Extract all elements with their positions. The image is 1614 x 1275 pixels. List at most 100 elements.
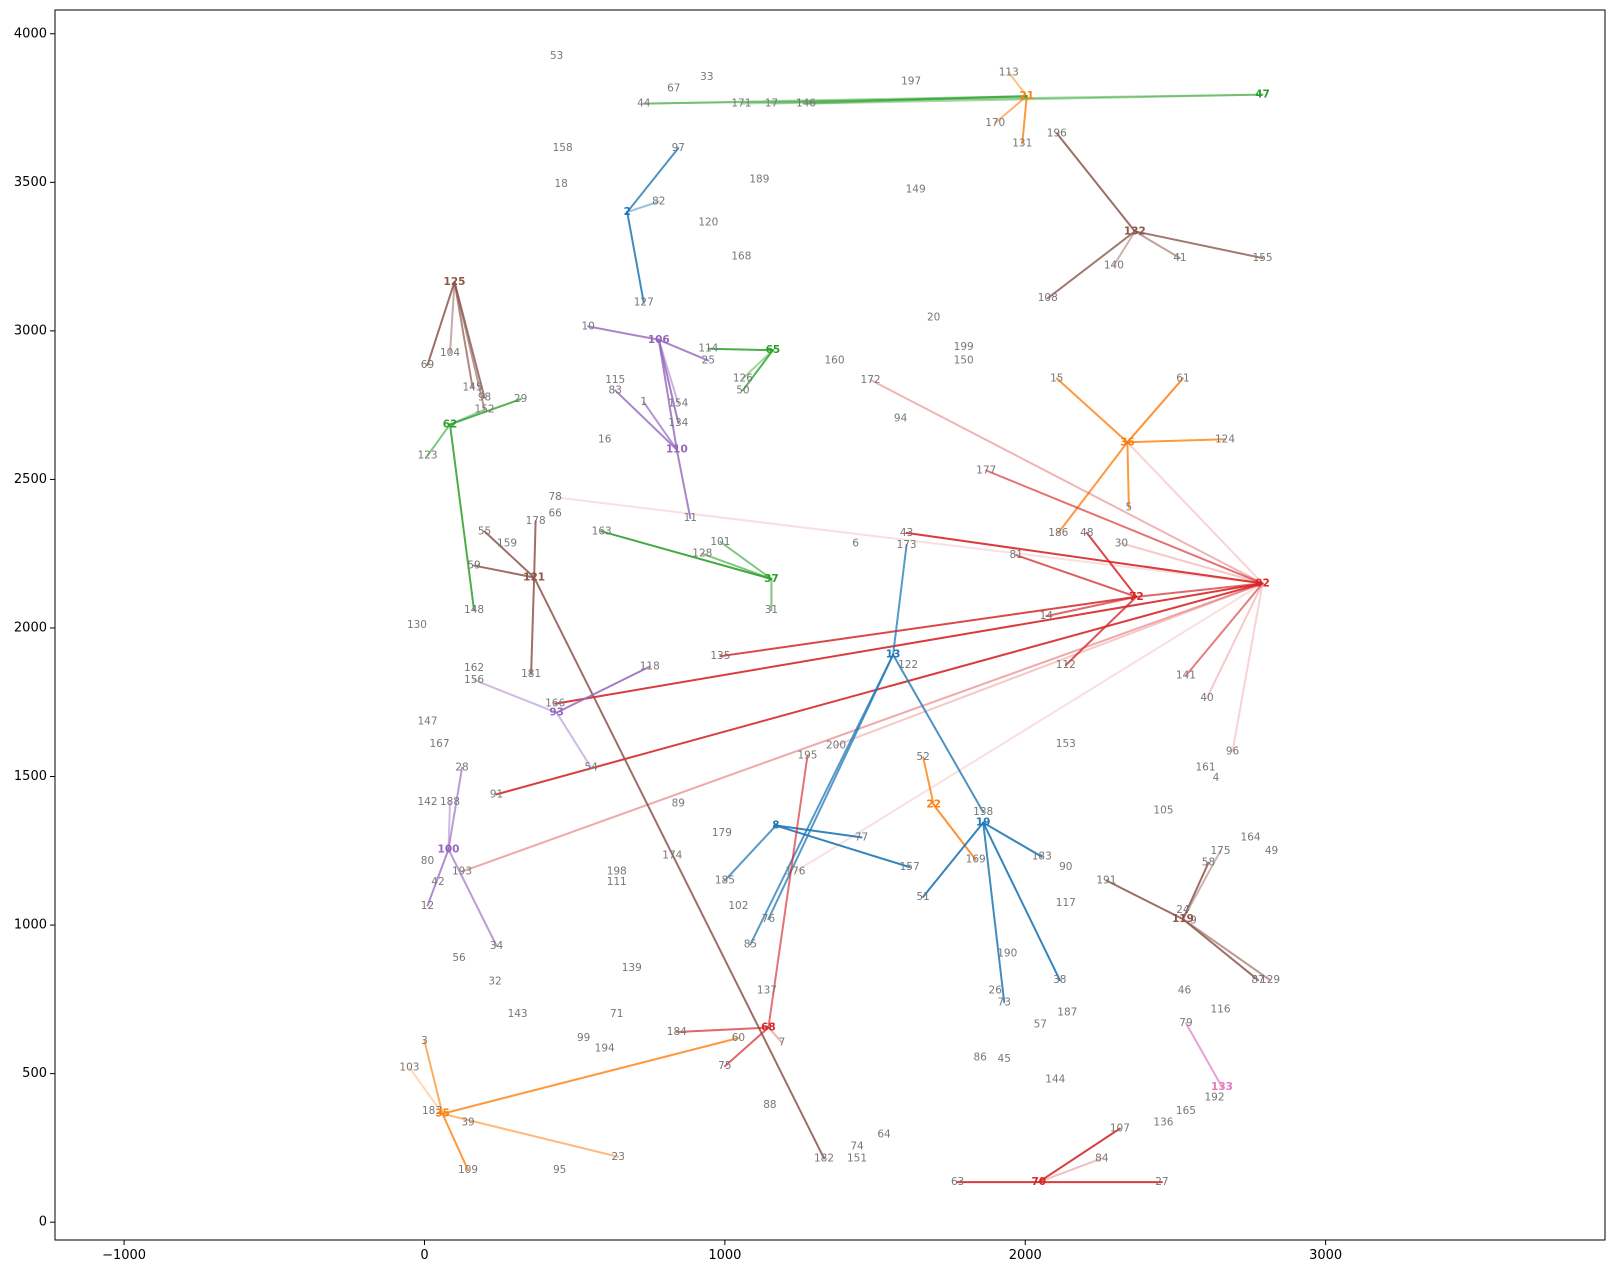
node-label-184: 184 <box>667 1026 687 1038</box>
edge-110-83 <box>614 389 678 451</box>
node-label-165: 165 <box>1176 1105 1196 1117</box>
node-label-109: 109 <box>458 1164 478 1176</box>
node-label-190: 190 <box>997 947 1017 959</box>
hub-label-13: 13 <box>886 649 901 661</box>
edge-132-196 <box>1055 132 1136 233</box>
node-label-14: 14 <box>1040 610 1054 622</box>
y-tick-label: 1500 <box>14 769 47 784</box>
node-label-48: 48 <box>1080 527 1093 539</box>
edge-35-23 <box>441 1112 620 1158</box>
node-label-24: 24 <box>1176 904 1190 916</box>
node-label-54: 54 <box>585 762 599 774</box>
node-label-183b: 183 <box>422 1105 442 1117</box>
node-label-45: 45 <box>998 1053 1011 1065</box>
edge-47-44 <box>642 93 1264 105</box>
node-label-112: 112 <box>1056 659 1076 671</box>
node-label-86: 86 <box>974 1051 988 1063</box>
edge-92-36 <box>1126 441 1264 585</box>
hub-label-121: 121 <box>523 571 545 583</box>
node-label-61: 61 <box>1176 372 1189 384</box>
y-tick-label: 500 <box>22 1066 47 1081</box>
node-label-20: 20 <box>927 312 940 324</box>
hub-label-8: 8 <box>772 820 779 832</box>
node-label-60: 60 <box>732 1032 745 1044</box>
edge-19-73 <box>982 821 1006 1004</box>
x-tick-label: 2000 <box>1009 1248 1042 1263</box>
y-tick-label: 3500 <box>14 175 47 190</box>
edge-72-135 <box>719 595 1138 658</box>
hub-label-68: 68 <box>761 1022 776 1034</box>
node-label-113: 113 <box>999 66 1019 78</box>
node-label-144: 144 <box>1045 1074 1065 1086</box>
edge-110-106 <box>657 338 678 451</box>
edge-125-104 <box>449 280 456 355</box>
plot-frame <box>54 9 1606 1241</box>
node-label-115: 115 <box>605 374 625 386</box>
x-tick-label: 3000 <box>1309 1248 1342 1263</box>
node-label-43: 43 <box>900 527 913 539</box>
edge-100-12 <box>426 848 450 907</box>
edge-36-124 <box>1126 438 1227 444</box>
node-label-117: 117 <box>1056 897 1076 909</box>
node-label-82: 82 <box>652 196 665 208</box>
node-label-116: 116 <box>1210 1004 1230 1016</box>
node-label-145: 145 <box>463 381 483 393</box>
node-label-46: 46 <box>1178 984 1192 996</box>
hub-label-106: 106 <box>648 334 670 346</box>
edge-65-126 <box>741 349 774 380</box>
node-label-140: 140 <box>1104 260 1124 272</box>
edge-119-129 <box>1181 918 1272 982</box>
edge-119-191 <box>1105 879 1184 921</box>
edge-21-170 <box>994 95 1028 124</box>
edge-68-7 <box>767 1026 783 1044</box>
y-tick-label: 4000 <box>14 26 47 41</box>
node-label-33: 33 <box>700 71 713 83</box>
node-label-38: 38 <box>1053 974 1066 986</box>
node-label-162: 162 <box>464 662 484 674</box>
node-label-17: 17 <box>765 98 778 110</box>
edge-36-61 <box>1126 377 1184 444</box>
edge-110-1 <box>642 401 678 451</box>
node-label-157: 157 <box>900 861 920 873</box>
node-label-85: 85 <box>744 938 757 950</box>
edge-106-25 <box>657 338 710 362</box>
edge-21-44 <box>642 95 1028 105</box>
node-label-15: 15 <box>1050 372 1063 384</box>
edge-35-109 <box>441 1112 470 1172</box>
node-label-49: 49 <box>1265 845 1278 857</box>
hub-label-35: 35 <box>435 1108 450 1120</box>
node-label-172: 172 <box>861 374 881 386</box>
hub-label-2: 2 <box>624 206 631 218</box>
edge-62-29 <box>449 398 522 426</box>
node-label-104: 104 <box>440 347 460 359</box>
edge-125-145 <box>453 280 474 389</box>
x-tick-label: 0 <box>420 1248 428 1263</box>
hubs-layer: 221 4713212510665621103692723712113931008… <box>435 89 1270 1188</box>
edge-100-188 <box>447 800 452 851</box>
edge-92-91 <box>495 582 1264 796</box>
node-label-71: 71 <box>610 1008 623 1020</box>
node-label-4: 4 <box>1213 772 1220 784</box>
node-label-84: 84 <box>1095 1152 1109 1164</box>
node-label-136: 136 <box>1153 1117 1173 1129</box>
hub-label-70: 70 <box>1031 1176 1046 1188</box>
node-label-170: 170 <box>985 117 1005 129</box>
edge-93-118 <box>555 665 651 714</box>
node-label-122: 122 <box>898 659 918 671</box>
node-label-26: 26 <box>989 984 1003 996</box>
node-label-182: 182 <box>814 1152 834 1164</box>
edge-37-101 <box>719 540 773 580</box>
node-label-142: 142 <box>417 796 437 808</box>
node-label-39: 39 <box>461 1117 474 1129</box>
node-label-103: 103 <box>399 1062 419 1074</box>
node-label-40: 40 <box>1200 692 1213 704</box>
hub-label-92: 92 <box>1255 577 1270 589</box>
node-label-107: 107 <box>1110 1123 1130 1135</box>
node-label-199: 199 <box>954 341 974 353</box>
node-label-192: 192 <box>1204 1091 1224 1103</box>
node-label-177: 177 <box>976 465 996 477</box>
node-label-160: 160 <box>824 355 844 367</box>
x-tick-label: −1000 <box>102 1248 146 1263</box>
edge-13-76 <box>767 653 895 921</box>
